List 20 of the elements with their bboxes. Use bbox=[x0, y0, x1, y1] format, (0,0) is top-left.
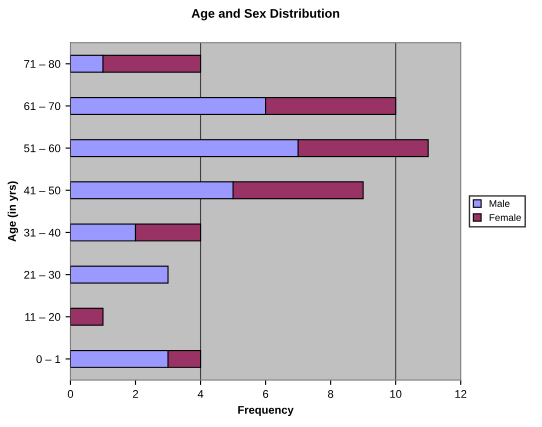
y-tick-label: 31 – 40 bbox=[24, 228, 60, 237]
y-tick-label: 0 – 1 bbox=[36, 355, 60, 364]
y-axis-title: Age (in yrs) bbox=[8, 181, 18, 242]
legend-label: Female bbox=[490, 214, 521, 221]
x-tick-label: 6 bbox=[263, 390, 268, 398]
x-tick-label: 10 bbox=[390, 390, 402, 398]
y-tick-label: 61 – 70 bbox=[24, 102, 60, 110]
x-tick-label: 0 bbox=[68, 390, 74, 398]
x-tick-label: 4 bbox=[198, 390, 204, 398]
x-tick-label: 8 bbox=[328, 390, 334, 398]
x-axis-title: Frequency bbox=[238, 406, 294, 416]
legend-label: Male bbox=[490, 200, 510, 208]
y-tick-label: 11 – 20 bbox=[25, 313, 60, 321]
y-tick-label: 71 – 80 bbox=[24, 60, 60, 68]
x-tick-label: 12 bbox=[455, 390, 466, 398]
y-tick-label: 21 – 30 bbox=[24, 270, 60, 279]
y-tick-label: 51 – 60 bbox=[24, 144, 60, 152]
chart-title: Age and Sex Distribution bbox=[192, 8, 340, 20]
y-tick-label: 41 – 50 bbox=[24, 186, 60, 194]
x-tick-label: 2 bbox=[132, 390, 138, 398]
